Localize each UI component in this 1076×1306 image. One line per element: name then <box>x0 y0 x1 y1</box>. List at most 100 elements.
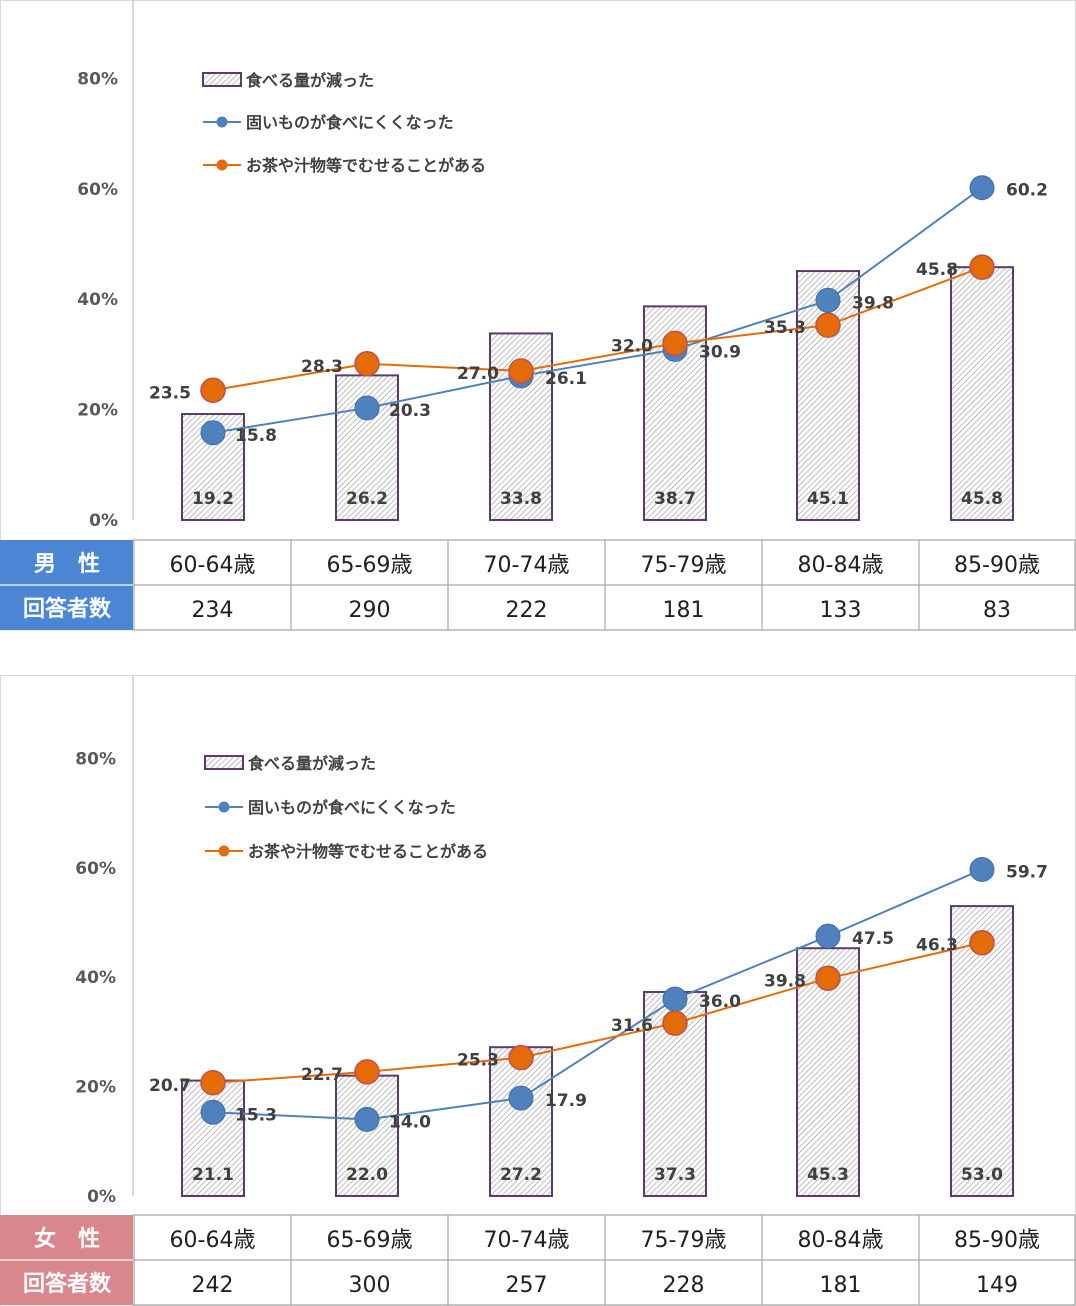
age-group-cell: 70-74歳 <box>484 1228 570 1253</box>
y-tick-label: 60% <box>77 180 118 200</box>
legend-orange-marker <box>218 845 230 857</box>
y-tick-label: 40% <box>75 968 116 988</box>
legend-orange-marker <box>216 159 228 171</box>
orange-point <box>508 1044 534 1071</box>
age-group-cell: 75-79歳 <box>641 553 727 578</box>
respondent-count-cell: 290 <box>349 598 391 623</box>
bar-value-label: 53.0 <box>961 1165 1003 1185</box>
orange-series-line <box>212 941 983 1084</box>
age-group-cell: 60-64歳 <box>170 1228 256 1253</box>
respondent-count-cell: 133 <box>820 598 862 623</box>
blue-point <box>969 856 995 882</box>
orange-series-line <box>212 266 983 392</box>
legend-blue-marker <box>216 116 228 128</box>
age-group-cell: 75-79歳 <box>641 1228 727 1253</box>
blue-point-label: 17.9 <box>545 1091 587 1111</box>
blue-point-label: 14.0 <box>389 1112 431 1132</box>
blue-point-label: 47.5 <box>852 929 894 949</box>
blue-point <box>354 395 380 421</box>
orange-point <box>815 965 841 992</box>
orange-point-label: 27.0 <box>457 364 499 384</box>
y-tick-label: 0% <box>87 1187 116 1207</box>
bar-value-label: 38.7 <box>654 489 696 509</box>
orange-point-label: 25.3 <box>457 1051 499 1071</box>
legend-blue-label: 固いものが食べにくくなった <box>248 798 456 817</box>
age-group-cell: 85-90歳 <box>954 1228 1040 1253</box>
blue-series-line <box>212 186 983 434</box>
age-group-cell: 80-84歳 <box>798 1228 884 1253</box>
legend-bar-swatch <box>204 755 244 770</box>
bar-value-label: 45.3 <box>807 1165 849 1185</box>
respondent-count-cell: 257 <box>506 1273 548 1298</box>
blue-point-label: 59.7 <box>1006 862 1048 882</box>
gender-label: 女 性 <box>34 1226 100 1252</box>
orange-point-label: 28.3 <box>301 357 343 377</box>
blue-point <box>200 420 226 446</box>
orange-point-label: 46.3 <box>916 936 958 956</box>
blue-point <box>815 923 841 949</box>
respondent-count-cell: 222 <box>506 598 548 623</box>
blue-point-label: 30.9 <box>699 342 741 362</box>
orange-point <box>815 312 841 338</box>
blue-point <box>200 1099 226 1125</box>
y-tick-label: 80% <box>77 69 118 89</box>
bar-65-69歳 <box>335 1074 399 1198</box>
blue-point-label: 15.3 <box>235 1105 277 1125</box>
y-tick-label: 40% <box>77 290 118 310</box>
legend-orange-label: お茶や汁物等でむせることがある <box>246 156 486 175</box>
orange-point-label: 45.8 <box>916 260 958 280</box>
orange-point-label: 22.7 <box>301 1065 343 1085</box>
female-panel: 0% 20% 40% 60% 80% 21.1 22.0 27.2 37.3 45.3 53.0 15… <box>0 675 1076 1306</box>
bar-value-label: 33.8 <box>500 489 542 509</box>
male-panel: 0% 20% 40% 60% 80% 19.2 26.2 33.8 38.7 45.1 45.8 15… <box>0 0 1076 631</box>
orange-point <box>662 330 688 357</box>
bar-70-74歳 <box>489 332 553 522</box>
legend-blue-label: 固いものが食べにくくなった <box>246 113 454 132</box>
legend-bar-swatch <box>202 72 242 87</box>
blue-point-label: 26.1 <box>545 369 587 389</box>
respondent-count-cell: 242 <box>192 1273 234 1298</box>
orange-point-label: 35.3 <box>764 318 806 338</box>
y-tick-label: 80% <box>75 749 116 769</box>
respondent-count-cell: 234 <box>192 598 234 623</box>
orange-point-label: 31.6 <box>611 1016 653 1036</box>
age-group-cell: 65-69歳 <box>327 553 413 578</box>
blue-point-label: 60.2 <box>1006 181 1048 201</box>
blue-point-label: 39.8 <box>852 293 894 313</box>
respondent-count-label: 回答者数 <box>23 1271 112 1297</box>
respondent-count-cell: 300 <box>349 1273 391 1298</box>
orange-point <box>508 358 534 384</box>
legend-orange-label: お茶や汁物等でむせることがある <box>248 842 488 861</box>
respondent-count-cell: 83 <box>983 598 1011 623</box>
legend-blue-marker <box>218 801 230 813</box>
age-group-cell: 65-69歳 <box>327 1228 413 1253</box>
blue-point <box>969 175 995 201</box>
bar-value-label: 27.2 <box>500 1165 542 1185</box>
bar-85-90歳 <box>950 905 1014 1198</box>
panel-border <box>0 0 1076 631</box>
orange-point-label: 23.5 <box>149 383 191 403</box>
respondent-count-cell: 181 <box>820 1273 862 1298</box>
blue-point <box>354 1106 380 1132</box>
age-group-cell: 80-84歳 <box>798 553 884 578</box>
bar-value-label: 37.3 <box>654 1165 696 1185</box>
bar-value-label: 22.0 <box>346 1165 388 1185</box>
orange-point <box>969 929 995 956</box>
bar-value-label: 26.2 <box>346 489 388 509</box>
bar-85-90歳 <box>950 266 1014 521</box>
blue-point-label: 36.0 <box>699 992 741 1012</box>
respondent-count-cell: 149 <box>976 1273 1018 1298</box>
bar-value-label: 45.8 <box>961 489 1003 509</box>
y-tick-label: 0% <box>89 511 118 531</box>
blue-point <box>508 1085 534 1111</box>
orange-point-label: 32.0 <box>611 336 653 356</box>
age-group-cell: 70-74歳 <box>484 553 570 578</box>
blue-point-label: 15.8 <box>235 426 277 446</box>
orange-point-label: 39.8 <box>764 971 806 991</box>
bar-value-label: 21.1 <box>192 1165 234 1185</box>
blue-point-label: 20.3 <box>389 401 431 421</box>
